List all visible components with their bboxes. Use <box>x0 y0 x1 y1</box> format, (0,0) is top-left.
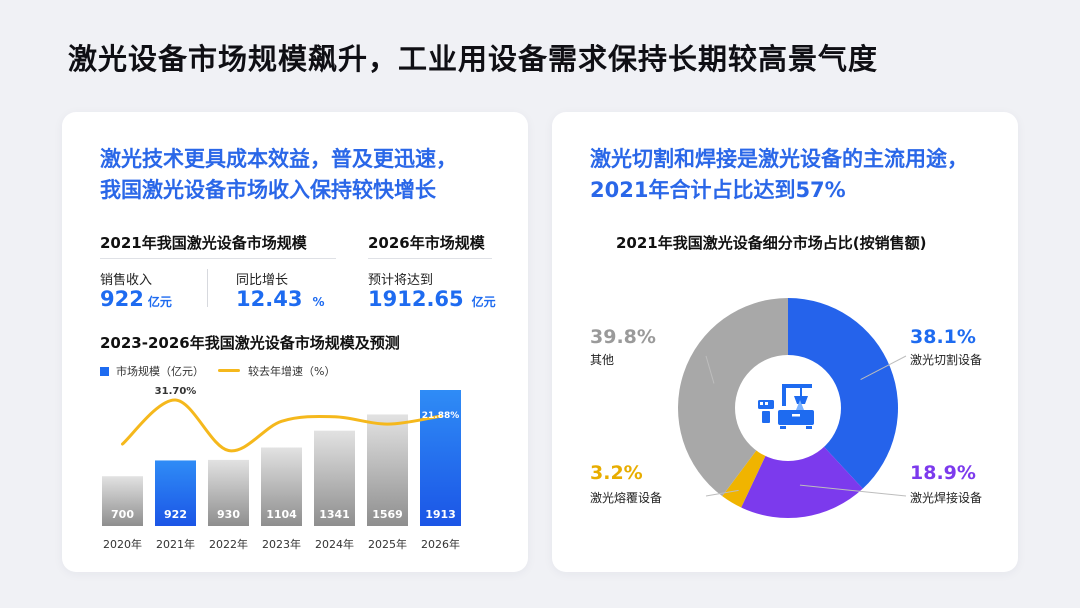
forecast-label: 预计将达到 <box>368 273 434 288</box>
bar-2024年 <box>314 430 355 526</box>
x-tick-label: 2023年 <box>262 537 301 551</box>
divider <box>100 258 336 259</box>
right-headline-2: 2021年合计占比达到57% <box>590 178 846 202</box>
donut-slice-激光切割设备 <box>788 298 898 489</box>
bar-2022年 <box>208 459 249 526</box>
donut-hole <box>735 355 841 461</box>
leader-line <box>705 489 739 497</box>
x-tick-label: 2026年 <box>421 537 460 551</box>
donut-chart-title: 2021年我国激光设备细分市场占比(按销售额) <box>616 234 927 252</box>
seg-cladding-name: 激光熔覆设备 <box>590 491 663 505</box>
bar-chart-title: 2023-2026年我国激光设备市场规模及预测 <box>100 334 400 352</box>
leader-line <box>860 355 907 380</box>
legend-bar-swatch <box>100 367 109 376</box>
donut-slice-激光焊接设备 <box>741 408 863 518</box>
bar-2023年 <box>261 447 302 526</box>
bar-2026年 <box>420 390 461 526</box>
growth-point-label: 31.70% <box>155 386 197 397</box>
left-headline-1: 激光技术更具成本效益，普及更迅速， <box>100 147 457 171</box>
divider-vertical <box>207 269 208 307</box>
seg-cutting-name: 激光切割设备 <box>910 353 983 367</box>
x-tick-label: 2022年 <box>209 537 248 551</box>
seg-welding-name: 激光焊接设备 <box>910 491 983 505</box>
x-tick-label: 2021年 <box>156 537 195 551</box>
bar-value-label: 930 <box>217 508 240 521</box>
donut-slice-其他 <box>678 298 788 497</box>
page-title: 激光设备市场规模飙升，工业用设备需求保持长期较高景气度 <box>68 42 879 76</box>
seg-cutting-pct: 38.1% <box>910 326 976 348</box>
growth-rate-line <box>121 398 442 453</box>
bar-value-label: 1104 <box>266 508 297 521</box>
x-tick-label: 2025年 <box>368 537 407 551</box>
legend-line: 较去年增速（%） <box>218 363 335 379</box>
sales-value: 922 亿元 <box>100 287 172 311</box>
growth-point-label: 21.88% <box>422 411 460 421</box>
bar-2020年 <box>102 476 143 526</box>
seg-cladding-pct: 3.2% <box>590 462 643 484</box>
market-size-bar-chart: 700 922 930 1104 1341 1569 1913 31.70% 21.88% 2… <box>102 386 461 551</box>
bar-value-label: 700 <box>111 508 134 521</box>
market-size-card: 激光技术更具成本效益，普及更迅速， 我国激光设备市场收入保持较快增长 2021年… <box>62 112 528 572</box>
left-headline-2: 我国激光设备市场收入保持较快增长 <box>100 178 436 202</box>
seg-other-name: 其他 <box>590 353 615 367</box>
legend-bar: 市场规模（亿元） <box>100 363 204 379</box>
seg-other-pct: 39.8% <box>590 326 656 348</box>
segment-share-card: 激光切割和焊接是激光设备的主流用途， 2021年合计占比达到57% 2021年我… <box>552 112 1018 572</box>
bar-value-label: 1913 <box>425 508 456 521</box>
leader-line <box>799 484 907 497</box>
bar-value-label: 922 <box>164 508 187 521</box>
segment-donut-chart <box>678 298 907 518</box>
forecast-value: 1912.65 亿元 <box>368 287 496 311</box>
right-headline-1: 激光切割和焊接是激光设备的主流用途， <box>590 147 968 171</box>
bar-2025年 <box>367 414 408 526</box>
sales-label: 销售收入 <box>100 273 153 288</box>
bar-2021年 <box>155 460 196 526</box>
laser-factory-icon <box>758 384 814 429</box>
section-2021-title: 2021年我国激光设备市场规模 <box>100 234 307 252</box>
divider <box>368 258 492 259</box>
bar-value-label: 1569 <box>372 508 403 521</box>
bar-value-label: 1341 <box>319 508 350 521</box>
growth-value: 12.43% <box>236 287 325 311</box>
leader-line <box>705 355 715 384</box>
seg-welding-pct: 18.9% <box>910 462 976 484</box>
x-tick-label: 2024年 <box>315 537 354 551</box>
legend-line-swatch <box>218 369 240 372</box>
section-2026-title: 2026年市场规模 <box>368 234 485 252</box>
x-tick-label: 2020年 <box>103 537 142 551</box>
growth-label: 同比增长 <box>236 273 289 288</box>
